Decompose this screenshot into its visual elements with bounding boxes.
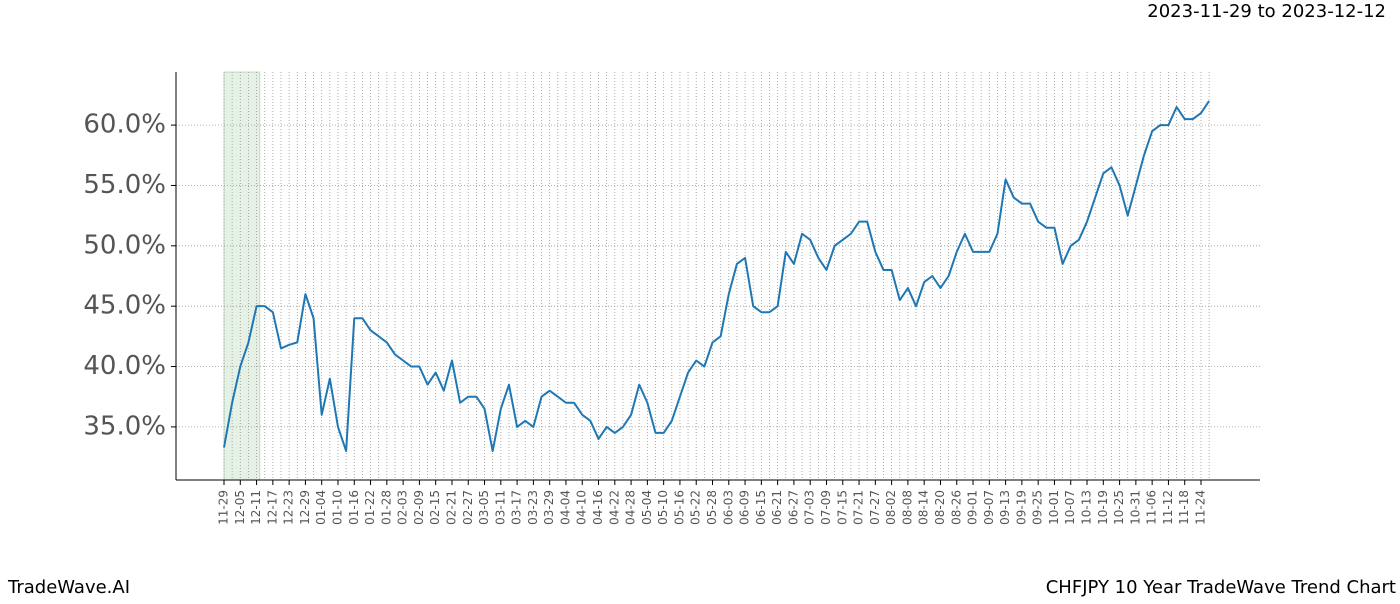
x-tick-label: 09-25 [1031,490,1045,525]
y-tick-label: 45.0% [83,291,166,321]
x-tick-label: 10-07 [1063,490,1077,525]
x-tick-label: 08-20 [933,490,947,525]
x-tick-label: 10-01 [1047,490,1061,525]
x-tick-label: 11-12 [1161,490,1175,525]
y-tick-label: 35.0% [83,411,166,441]
x-tick-label: 01-10 [330,490,344,525]
x-tick-label: 07-03 [803,490,817,525]
x-tick-label: 03-29 [542,490,556,525]
x-tick-label: 08-02 [884,490,898,525]
x-tick-label: 05-10 [656,490,670,525]
x-tick-label: 12-05 [233,490,247,525]
x-tick-label: 12-23 [282,490,296,525]
x-tick-label: 11-29 [217,490,231,525]
chart-subtitle: 2023-11-29 to 2023-12-12 [1147,1,1386,22]
x-tick-label: 04-16 [591,490,605,525]
x-tick-label: 04-28 [624,490,638,525]
data-line [223,100,1210,453]
x-tick-label: 11-06 [1145,490,1159,525]
x-tick-label: 09-07 [982,490,996,525]
x-tick-label: 10-25 [1112,490,1126,525]
x-tick-label: 08-08 [900,490,914,525]
x-tick-label: 12-11 [249,490,263,525]
x-tick-label: 02-09 [412,490,426,525]
x-tick-label: 11-18 [1177,490,1191,525]
x-tick-label: 09-01 [966,490,980,525]
x-tick-label: 02-15 [428,490,442,525]
x-tick-label: 03-23 [526,490,540,525]
x-tick-label: 01-16 [347,490,361,525]
x-tick-label: 07-27 [868,490,882,525]
y-tick-label: 55.0% [83,170,166,200]
watermark: TradeWave.AI [7,577,130,598]
x-tick-label: 01-28 [379,490,393,525]
x-tick-label: 04-10 [575,490,589,525]
x-tick-label: 06-21 [770,490,784,525]
y-tick-label: 40.0% [83,351,166,381]
x-tick-label: 07-15 [835,490,849,525]
x-tick-label: 08-14 [917,490,931,525]
x-tick-label: 03-17 [510,490,524,525]
x-tick-label: 05-28 [705,490,719,525]
x-tick-label: 06-09 [738,490,752,525]
x-tick-label: 05-04 [640,490,654,525]
x-tick-label: 01-04 [314,490,328,525]
x-tick-label: 02-21 [444,490,458,525]
x-tick-label: 06-03 [721,490,735,525]
x-tick-label: 10-19 [1096,490,1110,525]
x-tick-label: 02-27 [461,490,475,525]
x-tick-label: 12-17 [265,490,279,525]
x-tick-label: 10-31 [1128,490,1142,525]
x-tick-label: 07-09 [819,490,833,525]
x-tick-label: 08-26 [949,490,963,525]
x-tick-label: 03-11 [493,490,507,525]
x-tick-label: 04-22 [607,490,621,525]
x-tick-label: 10-13 [1080,490,1094,525]
y-tick-label: 50.0% [83,230,166,260]
x-tick-label: 05-16 [672,490,686,525]
x-tick-label: 04-04 [558,490,572,525]
x-tick-label: 07-21 [852,490,866,525]
y-tick-label: 60.0% [83,110,166,140]
x-tick-label: 01-22 [363,490,377,525]
x-tick-label: 11-24 [1194,490,1208,525]
x-tick-label: 02-03 [396,490,410,525]
x-tick-label: 09-19 [1014,490,1028,525]
x-tick-label: 06-27 [786,490,800,525]
x-tick-label: 06-15 [754,490,768,525]
x-tick-label: 09-13 [998,490,1012,525]
x-tick-label: 12-29 [298,490,312,525]
x-tick-label: 05-22 [689,490,703,525]
chart-title: CHFJPY 10 Year TradeWave Trend Chart [1046,577,1396,598]
x-tick-label: 03-05 [477,490,491,525]
